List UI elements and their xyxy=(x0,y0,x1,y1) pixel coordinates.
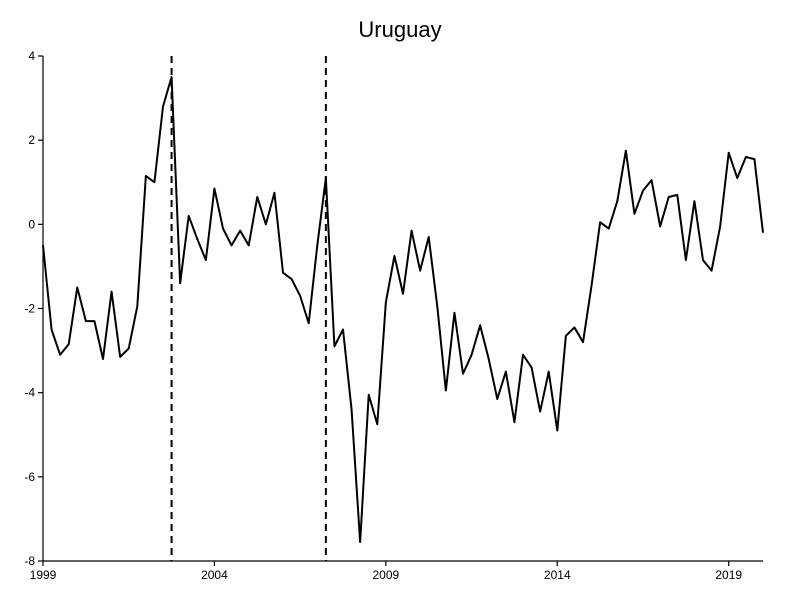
x-tick-label: 2019 xyxy=(715,568,742,582)
y-tick-label: 0 xyxy=(28,217,35,231)
y-tick-label: -4 xyxy=(24,386,35,400)
series-group xyxy=(42,76,764,544)
x-tick-label: 2014 xyxy=(544,568,571,582)
y-tick-label: 4 xyxy=(28,49,35,63)
x-tick-label: 2009 xyxy=(373,568,400,582)
x-tick-label: 1999 xyxy=(30,568,57,582)
series-line xyxy=(42,76,764,544)
chart-title: Uruguay xyxy=(358,17,441,42)
y-tick-label: 2 xyxy=(28,133,35,147)
x-tick-label: 2004 xyxy=(201,568,228,582)
y-tick-label: -6 xyxy=(24,470,35,484)
y-tick-label: -8 xyxy=(24,554,35,568)
y-tick-label: -2 xyxy=(24,302,35,316)
reference-lines xyxy=(170,56,327,561)
